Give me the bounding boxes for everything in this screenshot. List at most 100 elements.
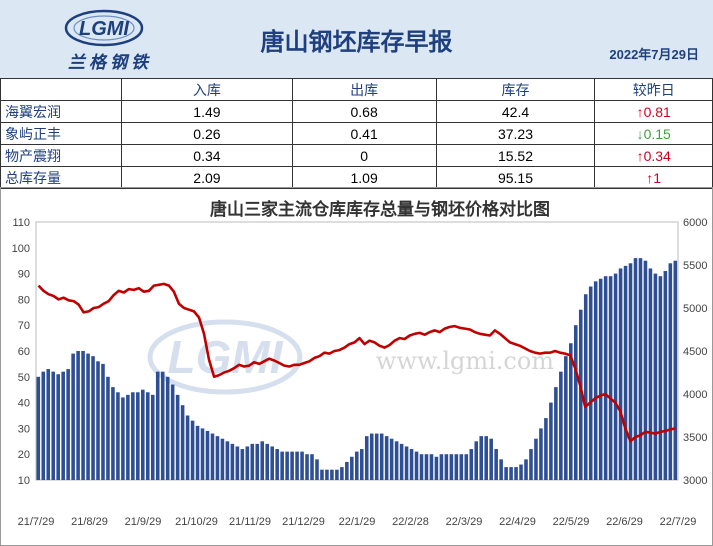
inventory-bar [126, 394, 130, 480]
column-header: 库存 [435, 78, 596, 101]
inbound-value: 0.34 [121, 144, 293, 167]
y-left-tick-label: 20 [18, 449, 30, 461]
inventory-bar [409, 449, 414, 480]
inventory-bar [310, 454, 314, 480]
inventory-bar [61, 371, 65, 480]
inventory-bar [379, 433, 384, 480]
inventory-bar [499, 459, 503, 480]
inventory-bar [160, 371, 165, 480]
inventory-bar [305, 454, 309, 480]
stock-value: 15.52 [435, 144, 596, 167]
inventory-bar [559, 371, 563, 480]
page-title: 唐山钢坯库存早报 [260, 29, 453, 56]
inventory-bar [275, 449, 279, 480]
y-left-tick-label: 70 [18, 320, 30, 332]
inventory-bar [215, 436, 220, 480]
inventory-bar [340, 467, 344, 480]
billet-price-line [37, 282, 676, 443]
x-tick-label: 21/9/29 [125, 516, 162, 528]
x-tick-label: 22/1/29 [339, 516, 376, 528]
arrow-up-icon: ↑ [636, 147, 644, 164]
inventory-bar [255, 443, 260, 480]
warehouse-name: 象屿正丰 [0, 122, 123, 145]
y-right-tick-label: 4500 [683, 346, 707, 358]
watermark-logo-ring [147, 319, 303, 395]
inventory-bar [613, 273, 618, 480]
inventory-bar [240, 449, 245, 480]
change-value: ↑0.34 [594, 144, 713, 167]
inventory-bar [220, 438, 225, 480]
inventory-bar [608, 276, 613, 480]
table-row: 物产震翔 0.34 0 15.52 ↑0.34 [0, 144, 713, 167]
inventory-bar [399, 443, 404, 480]
arrow-up-icon: ↑ [646, 169, 654, 186]
inventory-bar [469, 449, 474, 480]
y-right-tick-label: 5000 [683, 303, 707, 315]
change-value: ↑1 [594, 166, 713, 189]
column-header: 入库 [121, 78, 293, 101]
y-right-tick-label: 5500 [683, 260, 707, 272]
inventory-bar [81, 351, 85, 480]
inventory-bar [175, 394, 180, 480]
inventory-bar [484, 436, 488, 480]
inventory-bar [454, 454, 459, 480]
inventory-bar [36, 376, 41, 480]
inventory-bar [150, 394, 155, 480]
inventory-bar [479, 436, 484, 480]
change-value: ↓0.15 [594, 122, 713, 145]
inventory-bar [653, 273, 658, 480]
inventory-bar [136, 392, 140, 480]
inventory-bar [663, 271, 668, 480]
inventory-bar [106, 376, 110, 480]
x-tick-label: 22/4/29 [499, 516, 536, 528]
inventory-bar [429, 454, 434, 480]
arrow-down-icon: ↓ [636, 125, 644, 142]
table-header-row: 入库 出库 库存 较昨日 [0, 78, 713, 101]
inventory-bar [394, 441, 399, 480]
inventory-bar [374, 433, 379, 480]
inventory-bar [364, 436, 369, 480]
inventory-bar [165, 376, 170, 480]
inventory-bar [369, 433, 374, 480]
inventory-bar [51, 371, 56, 480]
inventory-bar [459, 454, 464, 480]
inventory-bar [41, 371, 46, 480]
inventory-bar [270, 446, 274, 480]
inventory-bar [225, 441, 230, 480]
change-amount: 0.15 [643, 125, 671, 142]
inventory-bar [628, 263, 633, 480]
arrow-up-icon: ↑ [636, 103, 644, 120]
change-amount: 0.81 [643, 103, 671, 120]
y-right-tick-label: 3500 [683, 432, 707, 444]
inventory-bar [245, 446, 250, 480]
y-right-tick-label: 6000 [683, 217, 707, 229]
inventory-bar [588, 286, 593, 480]
inventory-bar [534, 438, 538, 480]
x-tick-label: 21/8/29 [71, 516, 108, 528]
inventory-bar [76, 351, 80, 480]
outbound-value: 1.09 [291, 166, 437, 189]
inventory-bar [56, 374, 60, 480]
inventory-bar [638, 258, 643, 480]
change-amount: 1 [653, 169, 662, 186]
inventory-bar [315, 459, 319, 480]
inventory-bar [449, 454, 454, 480]
inventory-bar [260, 441, 265, 480]
y-left-tick-label: 60 [18, 346, 30, 358]
inventory-bar [569, 343, 573, 480]
y-left-tick-label: 40 [18, 398, 30, 410]
y-left-tick-label: 90 [18, 269, 30, 281]
inventory-bar [509, 467, 513, 480]
x-tick-label: 22/3/29 [446, 516, 483, 528]
inventory-price-chart: 唐山三家主流仓库库存总量与钢坯价格对比图 10 20 30 40 50 60 70 80 90 10… [12, 199, 708, 528]
x-tick-label: 21/12/29 [282, 516, 325, 528]
inbound-value: 1.49 [121, 100, 293, 123]
inventory-bar [564, 356, 568, 480]
inventory-bar [145, 392, 150, 480]
inventory-bar [464, 454, 469, 480]
inventory-bar [46, 369, 51, 480]
inventory-bar [648, 268, 653, 480]
inventory-bar [494, 449, 498, 480]
inventory-bar [250, 443, 255, 480]
warehouse-name: 海翼宏润 [0, 100, 123, 123]
